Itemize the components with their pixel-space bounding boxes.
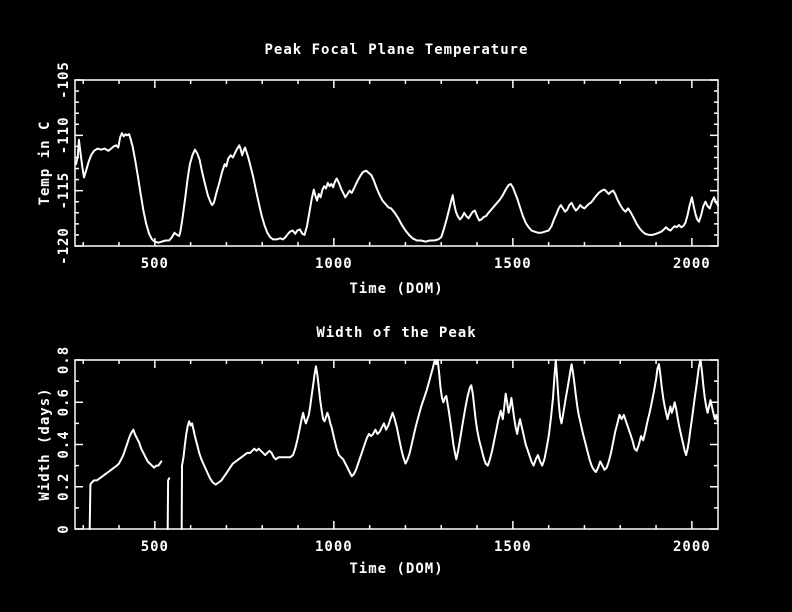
svg-text:1500: 1500 xyxy=(494,256,532,272)
svg-text:2000: 2000 xyxy=(673,256,711,272)
svg-text:0.4: 0.4 xyxy=(56,430,72,458)
temperature-x-axis-label: Time (DOM) xyxy=(349,281,444,297)
svg-text:1000: 1000 xyxy=(315,256,353,272)
svg-text:-115: -115 xyxy=(56,172,72,210)
svg-text:500: 500 xyxy=(141,539,169,555)
svg-text:2000: 2000 xyxy=(673,539,711,555)
svg-text:0.2: 0.2 xyxy=(56,473,72,501)
temperature-chart-title: Peak Focal Plane Temperature xyxy=(264,42,529,58)
svg-text:1500: 1500 xyxy=(494,539,532,555)
width-line-chart: 500 1000 1500 2000 0 0.2 0.4 0.6 0.8 xyxy=(56,346,719,555)
svg-text:-120: -120 xyxy=(56,227,72,265)
svg-text:0.6: 0.6 xyxy=(56,388,72,416)
svg-text:0.8: 0.8 xyxy=(56,346,72,374)
svg-text:1000: 1000 xyxy=(315,539,353,555)
svg-text:-105: -105 xyxy=(56,61,72,99)
width-x-axis-label: Time (DOM) xyxy=(349,561,444,577)
temperature-line-chart: 500 1000 1500 2000 -120 -115 -110 -105 xyxy=(56,61,719,272)
svg-text:0: 0 xyxy=(56,524,72,533)
svg-text:500: 500 xyxy=(141,256,169,272)
svg-text:-110: -110 xyxy=(56,116,72,154)
width-chart-title: Width of the Peak xyxy=(316,325,477,341)
